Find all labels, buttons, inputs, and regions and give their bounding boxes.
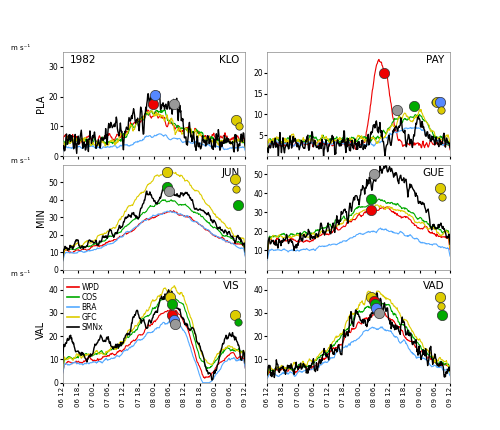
Point [151, 92, 159, 98]
Y-axis label: VAL: VAL [36, 321, 46, 339]
Point [372, 305, 380, 312]
Point [170, 101, 178, 108]
Text: 1982: 1982 [70, 55, 96, 65]
Point [392, 107, 400, 114]
Point [162, 168, 170, 175]
Point [172, 321, 179, 328]
Point [162, 184, 170, 191]
Text: m s⁻¹: m s⁻¹ [12, 158, 30, 164]
Point [231, 175, 239, 182]
Text: JUN: JUN [222, 168, 240, 178]
Point [370, 298, 378, 304]
Y-axis label: PLA: PLA [36, 95, 46, 113]
Text: m s⁻¹: m s⁻¹ [12, 45, 30, 51]
Point [168, 312, 175, 319]
Y-axis label: MIN: MIN [36, 208, 46, 227]
Point [368, 207, 376, 214]
Point [438, 312, 446, 319]
Point [166, 293, 174, 300]
Point [380, 69, 388, 76]
Point [148, 101, 156, 108]
Point [436, 184, 444, 191]
Point [170, 316, 178, 323]
Point [436, 98, 444, 105]
Point [234, 202, 241, 209]
Point [232, 117, 240, 124]
Point [437, 107, 445, 114]
Point [375, 310, 383, 316]
Point [165, 187, 173, 194]
Point [436, 293, 444, 300]
Point [371, 300, 379, 307]
Point [368, 196, 376, 203]
Point [231, 312, 239, 319]
Point [235, 123, 243, 130]
Text: KLO: KLO [220, 55, 240, 65]
Text: VAD: VAD [423, 281, 444, 291]
Point [434, 98, 442, 105]
Text: m s⁻¹: m s⁻¹ [12, 271, 30, 277]
Text: PAY: PAY [426, 55, 444, 65]
Legend: WPD, COS, BRA, GFC, SMNx: WPD, COS, BRA, GFC, SMNx [64, 280, 106, 335]
Text: VIS: VIS [223, 281, 240, 291]
Point [410, 103, 418, 110]
Text: GUE: GUE [422, 168, 444, 178]
Point [431, 98, 439, 105]
Point [370, 171, 378, 178]
Point [234, 319, 241, 326]
Point [438, 194, 446, 200]
Point [437, 302, 445, 309]
Point [368, 293, 376, 300]
Point [232, 186, 240, 193]
Point [168, 300, 175, 307]
